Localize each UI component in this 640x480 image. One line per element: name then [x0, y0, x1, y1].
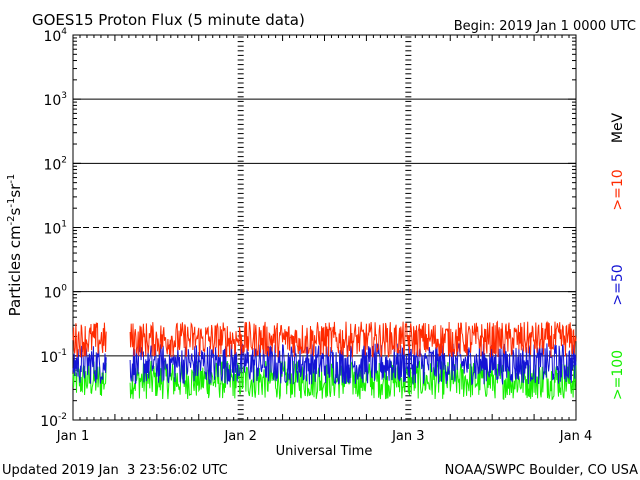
x-tick-label: Jan 2 — [223, 429, 256, 444]
y-tick-label: 101 — [43, 220, 67, 238]
y-tick-label: 10-1 — [40, 348, 67, 366]
x-tick-label: Jan 4 — [559, 429, 592, 444]
legend-entry: >=100 — [610, 350, 626, 400]
y-tick-label: 10-2 — [40, 412, 67, 430]
legend-entry: >=10 — [610, 169, 626, 210]
legend-entry: >=50 — [610, 264, 626, 305]
begin-label: Begin: 2019 Jan 1 0000 UTC — [454, 19, 636, 34]
x-tick-label: Jan 3 — [391, 429, 424, 444]
footer-source: NOAA/SWPC Boulder, CO USA — [445, 463, 638, 478]
series-line — [72, 320, 577, 358]
legend-unit: MeV — [610, 112, 626, 143]
y-tick-label: 103 — [43, 91, 67, 109]
footer-updated: Updated 2019 Jan 3 23:56:02 UTC — [2, 463, 228, 478]
x-tick-label: Jan 1 — [56, 429, 89, 444]
series-line — [72, 341, 577, 386]
plot-area — [72, 34, 577, 421]
y-tick-label: 104 — [43, 27, 67, 45]
y-tick-label: 102 — [43, 155, 67, 173]
y-axis-label: Particles cm-2s-1sr-1 — [6, 174, 24, 317]
y-tick-label: 100 — [43, 284, 67, 302]
chart-title: GOES15 Proton Flux (5 minute data) — [32, 11, 305, 29]
x-axis-label: Universal Time — [276, 444, 373, 459]
